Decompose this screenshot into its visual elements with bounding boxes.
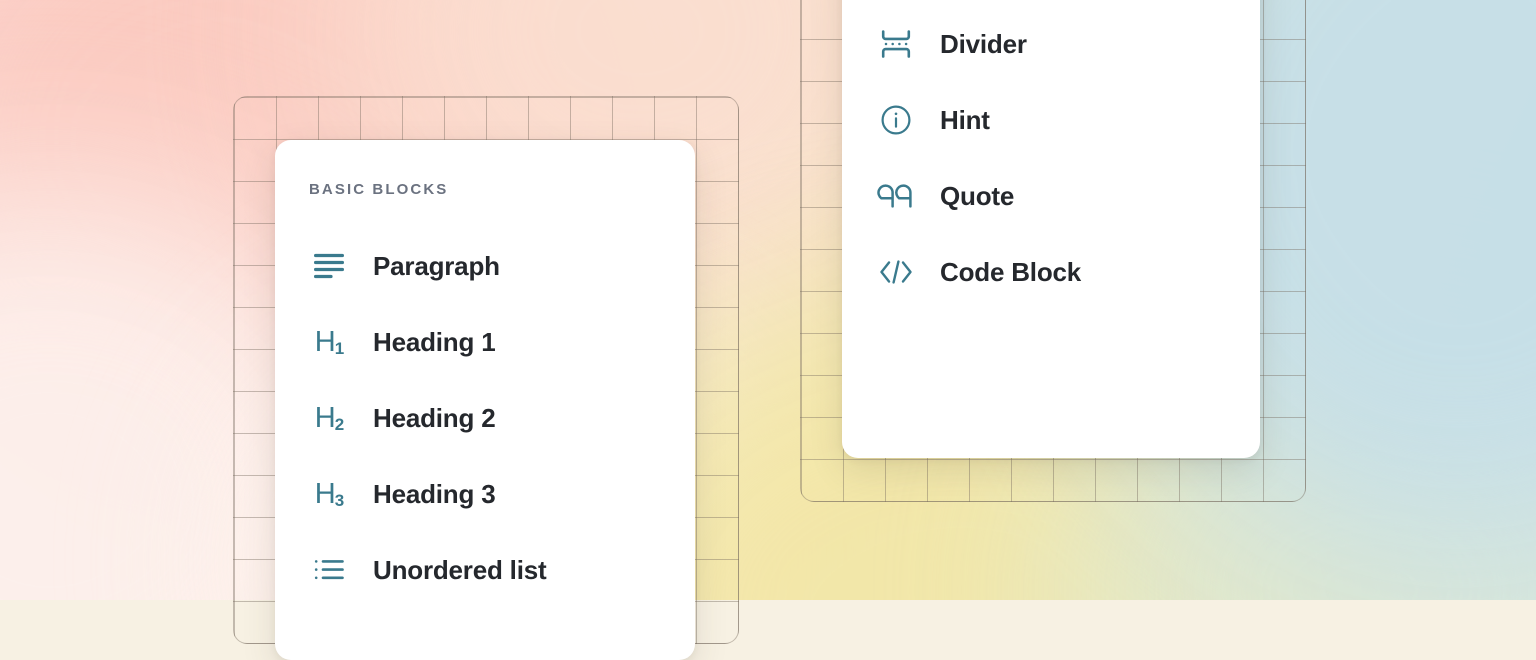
code-block-icon bbox=[876, 252, 916, 292]
heading-1-icon: H1 bbox=[314, 325, 344, 358]
heading-3-icon: H3 bbox=[314, 477, 344, 510]
more-blocks-menu-list: 1 2 Ordered list bbox=[842, 0, 1260, 310]
menu-item-label: Code Block bbox=[940, 256, 1082, 287]
menu-item-paragraph[interactable]: Paragraph bbox=[275, 228, 695, 304]
menu-item-quote[interactable]: Quote bbox=[842, 158, 1260, 234]
paragraph-icon bbox=[309, 246, 349, 286]
menu-item-label: Heading 1 bbox=[373, 326, 496, 357]
unordered-list-icon bbox=[309, 550, 349, 590]
menu-item-unordered-list[interactable]: Unordered list bbox=[275, 532, 695, 608]
quote-icon bbox=[876, 176, 916, 216]
menu-item-label: Divider bbox=[940, 28, 1027, 59]
divider-icon bbox=[876, 24, 916, 64]
menu-item-code-block[interactable]: Code Block bbox=[842, 234, 1260, 310]
menu-item-label: Heading 3 bbox=[373, 478, 496, 509]
more-blocks-menu-card: 1 2 Ordered list bbox=[842, 0, 1260, 458]
menu-item-heading-3[interactable]: H3 Heading 3 bbox=[275, 456, 695, 532]
menu-item-label: Heading 2 bbox=[373, 402, 496, 433]
heading-2-icon: H2 bbox=[314, 401, 344, 434]
menu-item-label: Unordered list bbox=[373, 554, 547, 585]
menu-item-divider[interactable]: Divider bbox=[842, 6, 1260, 82]
basic-blocks-menu-card: BASIC BLOCKS Paragraph H1 Heading 1 H2 bbox=[275, 140, 695, 660]
menu-item-label: Hint bbox=[940, 104, 990, 135]
basic-blocks-menu-list: Paragraph H1 Heading 1 H2 Heading 2 H3 H… bbox=[275, 228, 695, 608]
menu-item-heading-1[interactable]: H1 Heading 1 bbox=[275, 304, 695, 380]
menu-item-label: Paragraph bbox=[373, 250, 500, 281]
menu-item-label: Quote bbox=[940, 180, 1015, 211]
menu-item-hint[interactable]: Hint bbox=[842, 82, 1260, 158]
hint-icon bbox=[876, 100, 916, 140]
section-title-basic-blocks: BASIC BLOCKS bbox=[309, 181, 449, 198]
menu-item-heading-2[interactable]: H2 Heading 2 bbox=[275, 380, 695, 456]
